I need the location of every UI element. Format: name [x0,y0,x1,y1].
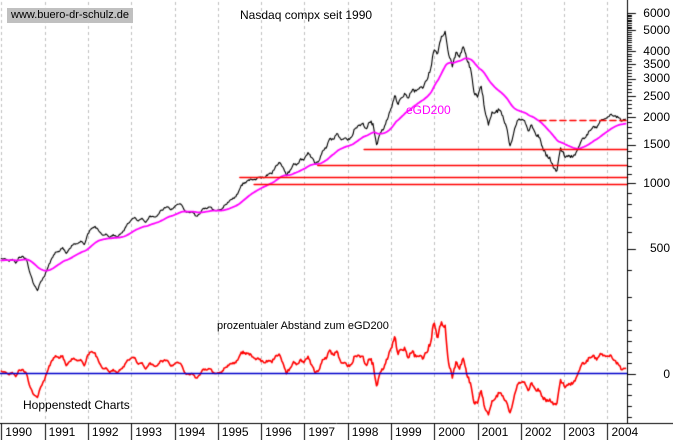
x-axis-year-label: 1993 [135,425,162,439]
x-axis-year-label: 1992 [91,425,119,439]
y-axis-price-label: 1000 [643,175,670,190]
x-axis-year-label: 2001 [481,425,509,439]
y-axis-price-label: 4000 [643,43,670,58]
source-credit-label: Hoppenstedt Charts [23,398,130,412]
y-axis-zero-label: 0 [663,367,670,381]
y-axis-price-label: 2000 [643,109,670,124]
x-axis-year-label: 1996 [265,425,292,439]
y-axis-price-label: 3000 [643,71,670,86]
y-axis-price-label: 1500 [643,137,670,152]
x-axis-year-label: 2000 [438,425,465,439]
x-axis-year-label: 1990 [5,425,32,439]
y-axis-price-label: 500 [649,241,670,256]
x-axis-year-label: 1997 [308,425,336,439]
x-axis-year-label: 1999 [395,425,422,439]
x-axis-year-label: 2003 [568,425,595,439]
x-axis-year-label: 1994 [178,425,206,439]
x-axis-year-label: 1991 [48,425,76,439]
y-axis-price-label: 5000 [643,22,670,37]
chart-title: Nasdaq compx seit 1990 [240,8,373,22]
ma-egd200-label: eGD200 [406,103,451,117]
x-axis-year-label: 2002 [524,425,552,439]
x-axis-year-label: 1995 [221,425,249,439]
x-axis-year-label: 1998 [351,425,379,439]
y-axis-price-label: 2500 [643,88,670,103]
y-axis-price-label: 6000 [643,5,670,20]
x-axis-year-label: 2004 [611,425,639,439]
watermark-url: www.buero-dr-schulz.de [7,8,133,23]
y-axis-price-label: 3500 [643,56,670,71]
oscillator-panel-label: prozentualer Abstand zum eGD200 [217,320,389,332]
